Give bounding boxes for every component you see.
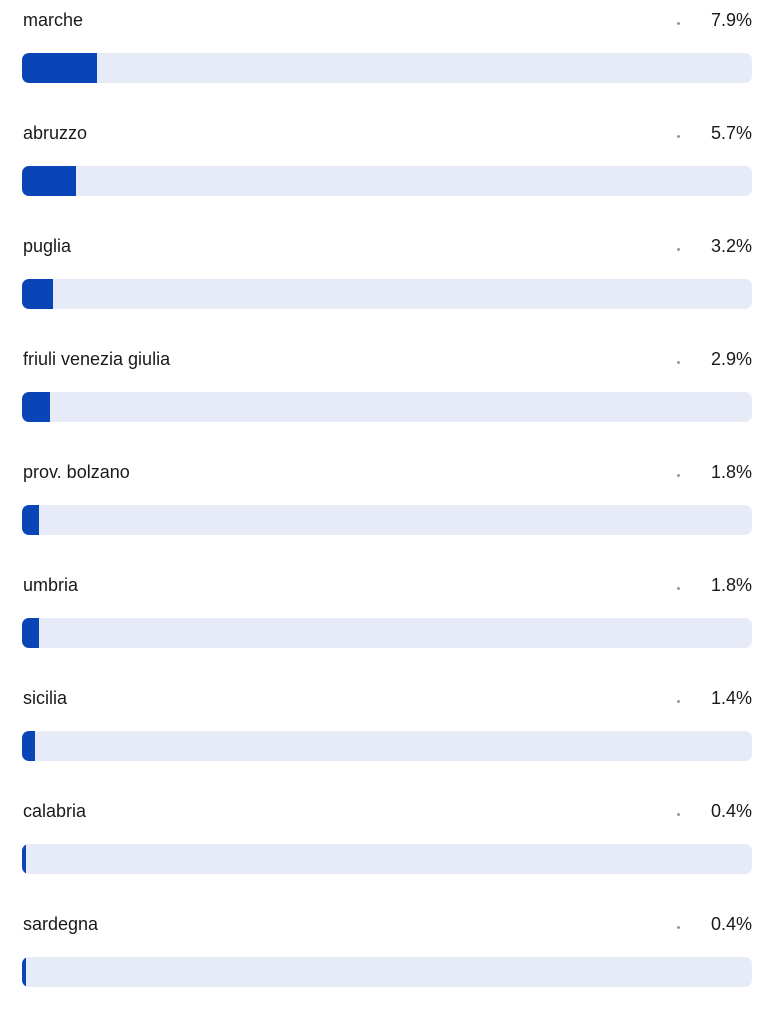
progress-fill — [22, 53, 98, 83]
region-percentage: 2.9% — [710, 349, 752, 369]
region-row: marche 7.9% — [0, 0, 757, 113]
region-name: sicilia — [23, 688, 68, 708]
dot-separator — [677, 361, 680, 364]
region-percentage: 1.8% — [710, 575, 752, 595]
progress-fill — [22, 392, 50, 422]
region-percentage: 0.4% — [710, 801, 752, 821]
region-percentage: 1.8% — [710, 462, 752, 482]
dot-separator — [677, 813, 680, 816]
progress-fill — [22, 957, 26, 987]
region-name: friuli venezia giulia — [23, 349, 171, 369]
region-name: puglia — [23, 236, 72, 256]
region-row: sardegna 0.4% — [0, 904, 757, 1017]
dot-separator — [677, 22, 680, 25]
dot-separator — [677, 700, 680, 703]
region-row: calabria 0.4% — [0, 791, 757, 904]
progress-track — [22, 53, 752, 83]
progress-fill — [22, 279, 53, 309]
progress-track — [22, 844, 752, 874]
progress-fill — [22, 731, 36, 761]
region-name: sardegna — [23, 914, 99, 934]
region-row: sicilia 1.4% — [0, 678, 757, 791]
progress-track — [22, 392, 752, 422]
region-percentage: 1.4% — [710, 688, 752, 708]
region-percentage: 3.2% — [710, 236, 752, 256]
region-row: umbria 1.8% — [0, 565, 757, 678]
region-row: prov. bolzano 1.8% — [0, 452, 757, 565]
region-row: puglia 3.2% — [0, 226, 757, 339]
dot-separator — [677, 135, 680, 138]
progress-fill — [22, 844, 26, 874]
progress-fill — [22, 166, 77, 196]
progress-track — [22, 279, 752, 309]
progress-track — [22, 505, 752, 535]
region-name: abruzzo — [23, 123, 88, 143]
progress-track — [22, 166, 752, 196]
progress-track — [22, 618, 752, 648]
region-name: umbria — [23, 575, 79, 595]
dot-separator — [677, 587, 680, 590]
region-percentage: 0.4% — [710, 914, 752, 934]
region-row: friuli venezia giulia 2.9% — [0, 339, 757, 452]
dot-separator — [677, 248, 680, 251]
progress-track — [22, 957, 752, 987]
progress-fill — [22, 618, 40, 648]
region-name: prov. bolzano — [23, 462, 130, 482]
dot-separator — [677, 926, 680, 929]
progress-track — [22, 731, 752, 761]
region-name: marche — [23, 10, 84, 30]
region-row: abruzzo 5.7% — [0, 113, 757, 226]
region-percentage: 5.7% — [710, 123, 752, 143]
dot-separator — [677, 474, 680, 477]
region-name: calabria — [23, 801, 87, 821]
progress-fill — [22, 505, 40, 535]
region-percentage: 7.9% — [710, 10, 752, 30]
